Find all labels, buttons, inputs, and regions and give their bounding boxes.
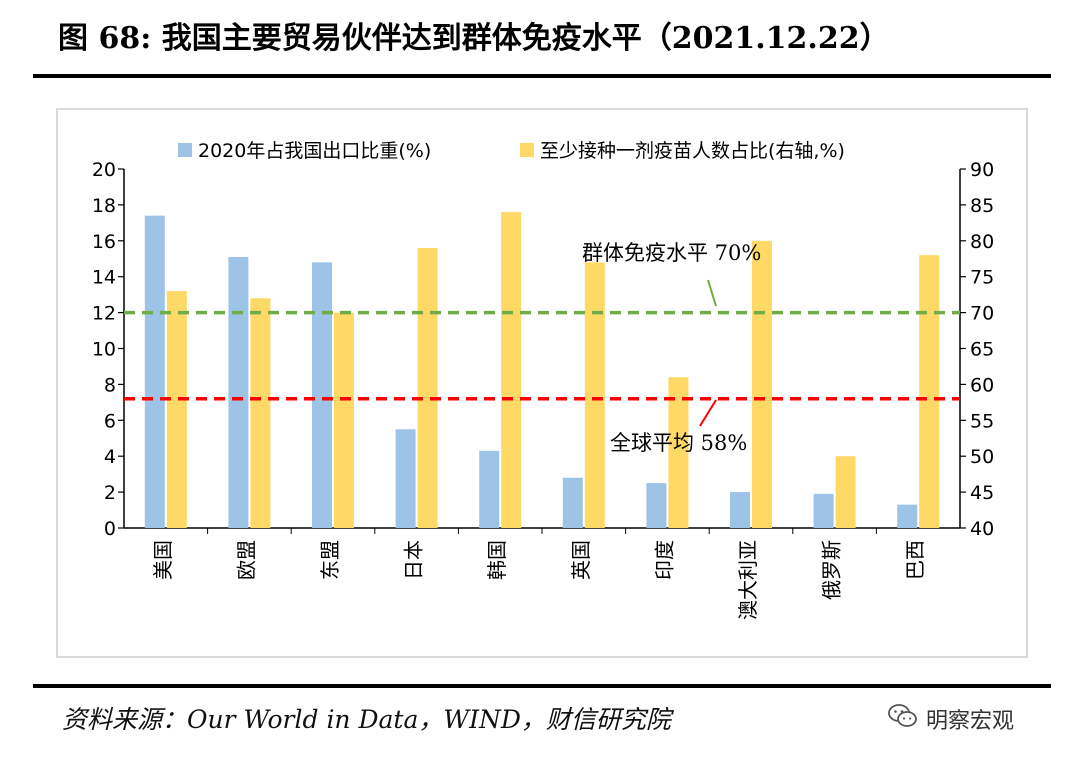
- footer-rule: [33, 684, 1051, 688]
- bar-vaccination-rate: [668, 377, 689, 528]
- brand-name: 明察宏观: [926, 709, 1015, 734]
- chart-legend: 2020年占我国出口比重(%) 至少接种一剂疫苗人数占比(右轴,%): [178, 140, 845, 162]
- y-right-tick-label: 60: [970, 374, 994, 396]
- x-category-label: 澳大利亚: [736, 540, 760, 620]
- y-right-tick-label: 75: [970, 267, 994, 289]
- reference-lines: 群体免疫水平 70% 全球平均 58%: [124, 241, 960, 455]
- bar-export-share: [395, 429, 416, 528]
- title-rule: [33, 74, 1051, 78]
- y-right-tick-label: 40: [970, 518, 994, 540]
- legend-swatch-export: [178, 143, 192, 157]
- bar-export-share: [897, 504, 918, 528]
- y-right-tick-label: 65: [970, 339, 994, 361]
- legend-label-export: 2020年占我国出口比重(%): [198, 140, 431, 162]
- y-right-tick-label: 45: [970, 482, 994, 504]
- bar-export-share: [228, 256, 249, 528]
- y-left-tick-label: 0: [104, 518, 116, 540]
- bar-vaccination-rate: [250, 298, 271, 528]
- x-category-label: 英国: [569, 540, 593, 580]
- bar-vaccination-rate: [166, 291, 187, 528]
- y-right-tick-label: 90: [970, 159, 994, 181]
- x-category-label: 东盟: [318, 540, 342, 580]
- annotation-leader: [699, 399, 717, 427]
- y-right-tick-label: 80: [970, 231, 994, 253]
- bar-vaccination-rate: [501, 212, 522, 528]
- brand-mark: 明察宏观: [888, 703, 1014, 739]
- y-left-tick-label: 18: [92, 195, 116, 217]
- y-right-tick-label: 50: [970, 446, 994, 468]
- y-left-tick-label: 4: [104, 446, 116, 468]
- chart-axes: 0 2 4 6 8 10 12 14 16 18 20 40 45 50 55 60 65 70 75 80 85 90 美…: [92, 159, 994, 620]
- legend-swatch-vaccine: [520, 143, 534, 157]
- bar-export-share: [730, 492, 750, 528]
- y-left-tick-label: 14: [92, 267, 116, 289]
- y-left-tick-label: 12: [92, 303, 116, 325]
- bar-vaccination-rate: [584, 262, 605, 528]
- y-right-tick-label: 70: [970, 303, 994, 325]
- bar-vaccination-rate: [334, 312, 354, 528]
- chart-bars: [144, 212, 940, 529]
- wechat-icon: [888, 703, 918, 741]
- y-left-tick-label: 20: [92, 159, 116, 181]
- y-left-tick-label: 2: [104, 482, 116, 504]
- bar-vaccination-rate: [752, 240, 772, 529]
- chart-frame: [56, 108, 1028, 658]
- y-left-tick-label: 8: [104, 374, 116, 396]
- x-category-label: 巴西: [903, 540, 927, 580]
- x-category-label: 美国: [151, 540, 175, 580]
- bar-vaccination-rate: [919, 255, 940, 528]
- x-category-label: 欧盟: [234, 540, 258, 580]
- bar-export-share: [312, 262, 332, 528]
- annotation-leader: [707, 279, 717, 307]
- x-category-label: 印度: [652, 540, 676, 580]
- bar-export-share: [813, 493, 834, 528]
- bar-export-share: [479, 450, 500, 528]
- chart-title: 图 68: 我国主要贸易伙伴达到群体免疫水平（2021.12.22）: [58, 21, 890, 56]
- y-right-tick-label: 85: [970, 195, 994, 217]
- legend-label-vaccine: 至少接种一剂疫苗人数占比(右轴,%): [540, 140, 845, 162]
- herd-immunity-label: 群体免疫水平 70%: [582, 241, 761, 265]
- y-left-tick-label: 6: [104, 410, 116, 432]
- bar-export-share: [144, 215, 165, 529]
- source-note: 资料来源：Our World in Data，WIND，财信研究院: [62, 705, 671, 734]
- bar-export-share: [646, 483, 667, 528]
- x-category-label: 日本: [402, 540, 426, 580]
- global-average-label: 全球平均 58%: [610, 431, 747, 455]
- x-category-label: 俄罗斯: [820, 540, 844, 600]
- y-left-tick-label: 10: [92, 339, 116, 361]
- bar-vaccination-rate: [417, 247, 438, 529]
- y-left-tick-label: 16: [92, 231, 116, 253]
- x-category-label: 韩国: [485, 540, 509, 580]
- y-right-tick-label: 55: [970, 410, 994, 432]
- bar-vaccination-rate: [835, 456, 856, 528]
- bar-export-share: [562, 477, 583, 528]
